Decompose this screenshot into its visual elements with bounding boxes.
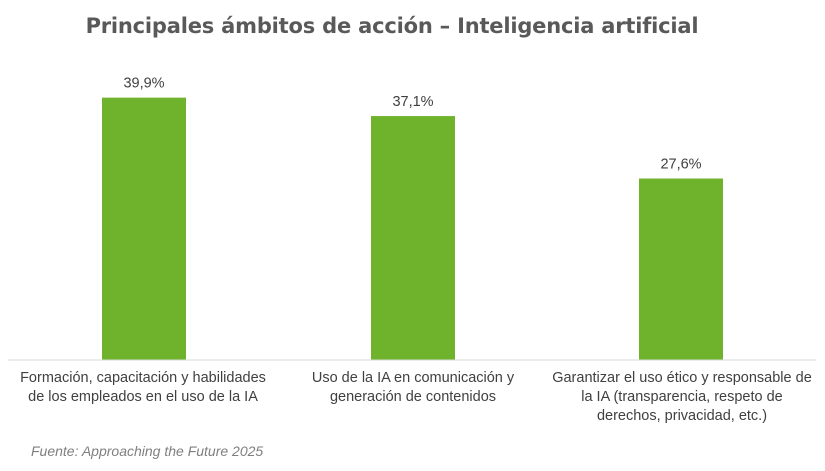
source-note: Fuente: Approaching the Future 2025 xyxy=(31,443,264,459)
data-label-2: 27,6% xyxy=(660,157,701,173)
category-label-0: Formación, capacitación y habilidades de… xyxy=(20,370,266,405)
data-label-1: 37,1% xyxy=(392,94,433,110)
bar-2 xyxy=(639,178,723,360)
category-label-2: Garantizar el uso ético y responsable de… xyxy=(552,370,812,424)
bar-1 xyxy=(371,116,455,360)
bar-0 xyxy=(102,97,186,360)
category-label-1: Uso de la IA en comunicación y generació… xyxy=(311,370,515,405)
chart-title: Principales ámbitos de acción – Intelige… xyxy=(85,14,699,38)
data-label-0: 39,9% xyxy=(123,76,164,92)
